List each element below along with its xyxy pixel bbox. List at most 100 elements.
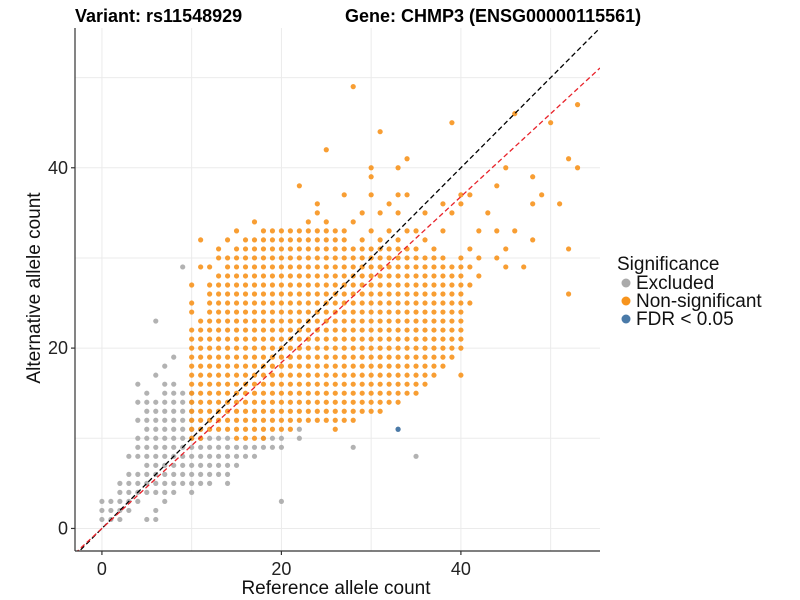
point-non-significant (260, 300, 267, 306)
point-non-significant (269, 282, 276, 288)
point-non-significant (368, 273, 374, 279)
point-non-significant (224, 300, 231, 306)
point-non-significant (198, 354, 204, 360)
point-non-significant (233, 300, 240, 306)
point-excluded (171, 399, 177, 405)
point-non-significant (269, 291, 276, 297)
point-non-significant (368, 165, 374, 171)
point-non-significant (485, 210, 491, 216)
point-excluded (198, 462, 204, 468)
point-non-significant (296, 381, 302, 387)
point-non-significant (278, 417, 285, 423)
point-non-significant (377, 408, 383, 414)
point-non-significant (395, 354, 401, 360)
point-non-significant (476, 228, 482, 234)
point-non-significant (574, 102, 581, 108)
point-non-significant (251, 300, 258, 306)
point-non-significant (440, 291, 446, 297)
point-non-significant (368, 345, 374, 351)
point-excluded (180, 417, 186, 423)
point-non-significant (269, 399, 276, 405)
point-excluded (171, 489, 177, 495)
point-non-significant (494, 255, 500, 261)
point-non-significant (431, 246, 437, 252)
point-non-significant (458, 201, 464, 207)
point-non-significant (404, 345, 410, 351)
point-excluded (144, 516, 150, 523)
point-excluded (189, 453, 195, 459)
point-non-significant (503, 246, 509, 252)
point-non-significant (565, 291, 572, 297)
point-excluded (144, 417, 150, 423)
point-non-significant (386, 291, 392, 297)
point-non-significant (251, 345, 258, 351)
point-non-significant (278, 273, 285, 279)
point-non-significant (233, 282, 240, 288)
point-non-significant (215, 273, 222, 279)
point-non-significant (422, 282, 428, 288)
point-excluded (413, 453, 419, 459)
point-non-significant (395, 282, 401, 288)
point-excluded (350, 444, 356, 450)
point-non-significant (431, 318, 437, 324)
point-non-significant (189, 309, 195, 315)
point-non-significant (368, 408, 374, 414)
point-non-significant (296, 408, 302, 414)
point-excluded (171, 417, 177, 423)
point-non-significant (395, 300, 401, 306)
point-non-significant (242, 354, 249, 360)
point-non-significant (467, 264, 473, 270)
point-non-significant (332, 273, 338, 279)
point-non-significant (422, 363, 428, 369)
point-non-significant (189, 399, 195, 405)
point-non-significant (260, 237, 267, 243)
point-non-significant (350, 399, 356, 405)
point-non-significant (260, 381, 267, 387)
point-non-significant (395, 327, 401, 333)
point-non-significant (350, 219, 356, 225)
point-non-significant (207, 354, 213, 360)
point-non-significant (224, 390, 231, 396)
point-non-significant (422, 354, 428, 360)
point-non-significant (359, 273, 365, 279)
point-non-significant (350, 336, 356, 342)
point-non-significant (296, 246, 302, 252)
point-non-significant (305, 273, 311, 279)
point-excluded (117, 516, 123, 523)
point-non-significant (251, 327, 258, 333)
point-non-significant (287, 264, 293, 270)
point-non-significant (189, 336, 195, 342)
point-non-significant (269, 372, 276, 378)
point-non-significant (287, 363, 293, 369)
point-non-significant (198, 390, 204, 396)
point-non-significant (422, 291, 428, 297)
point-non-significant (368, 399, 374, 405)
point-non-significant (260, 354, 267, 360)
point-non-significant (404, 255, 410, 261)
point-non-significant (287, 246, 293, 252)
point-non-significant (368, 354, 374, 360)
point-excluded (153, 444, 159, 450)
point-excluded (189, 489, 195, 495)
point-non-significant (269, 327, 276, 333)
point-non-significant (251, 255, 258, 261)
point-non-significant (305, 282, 311, 288)
point-non-significant (278, 282, 285, 288)
point-non-significant (341, 336, 347, 342)
point-non-significant (323, 363, 329, 369)
point-non-significant (341, 264, 347, 270)
point-non-significant (207, 309, 213, 315)
point-non-significant (207, 381, 213, 387)
point-excluded (171, 471, 177, 477)
point-non-significant (395, 336, 401, 342)
legend-key-fdr (621, 314, 631, 324)
point-non-significant (296, 300, 302, 306)
point-non-significant (242, 309, 249, 315)
point-non-significant (332, 345, 338, 351)
point-non-significant (413, 309, 419, 315)
point-excluded (99, 516, 105, 523)
point-non-significant (341, 345, 347, 351)
point-excluded (153, 426, 159, 432)
point-excluded (135, 399, 141, 405)
point-non-significant (377, 399, 383, 405)
